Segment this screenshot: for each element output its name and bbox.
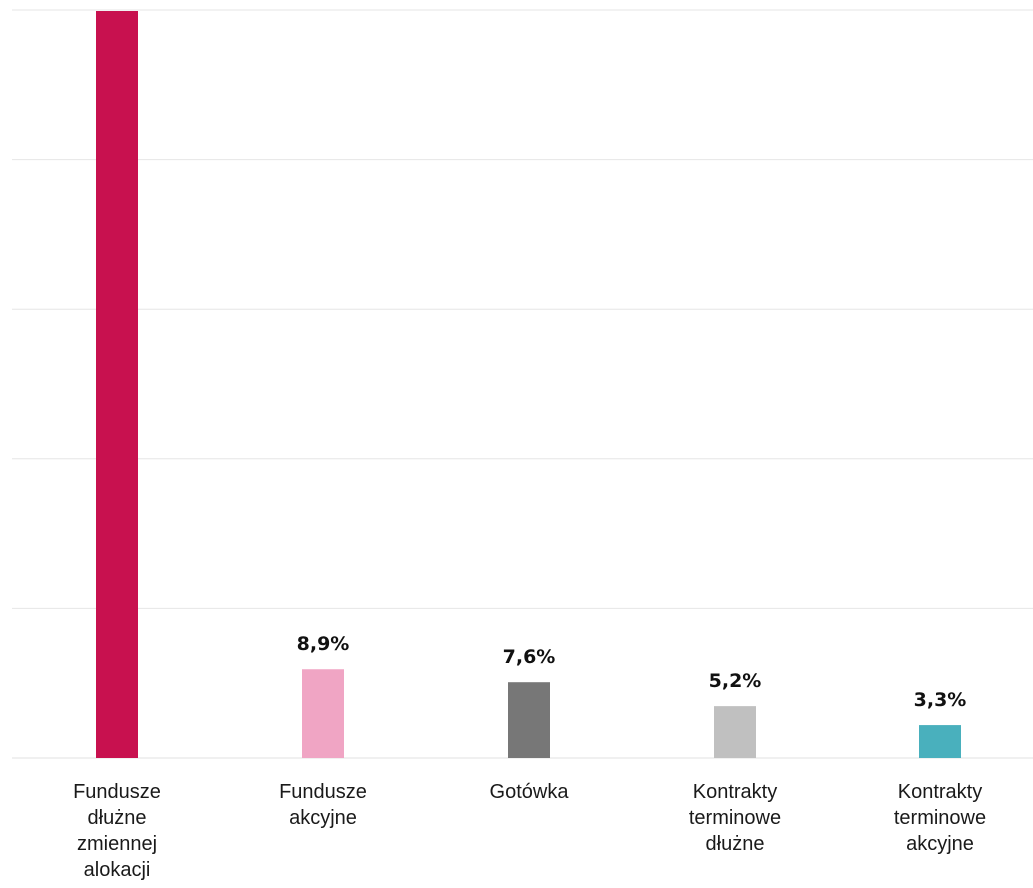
- x-tick-label: dłużne: [88, 807, 147, 829]
- x-tick-label: Kontrakty: [693, 781, 777, 803]
- gridlines: [12, 9, 1033, 759]
- bar: [919, 725, 961, 758]
- data-label: 8,9%: [297, 633, 350, 655]
- x-tick-label: dłużne: [706, 833, 765, 855]
- x-tick-label: akcyjne: [906, 833, 974, 855]
- x-tick-label: terminowe: [894, 807, 986, 829]
- x-tick-label: Fundusze: [279, 781, 367, 803]
- bars: [96, 10, 961, 759]
- data-label: 3,3%: [914, 689, 967, 711]
- x-tick-label: zmiennej: [77, 833, 157, 855]
- x-tick-label: terminowe: [689, 807, 781, 829]
- value-labels: 74,9%8,9%7,6%5,2%3,3%: [297, 633, 967, 711]
- x-tick-label: akcyjne: [289, 807, 357, 829]
- x-tick-label: alokacji: [84, 859, 151, 881]
- bar: [714, 706, 756, 758]
- x-tick-label: Fundusze: [73, 781, 161, 803]
- x-tick-label: Gotówka: [490, 781, 570, 803]
- bar: [96, 10, 138, 759]
- data-label: 5,2%: [709, 670, 762, 692]
- x-tick-label: Kontrakty: [898, 781, 982, 803]
- bar: [508, 682, 550, 758]
- category-labels: Fundusze dłużne zmiennej alokacji Fundusze ak…: [73, 781, 986, 881]
- bar: [302, 669, 344, 758]
- data-label: 7,6%: [503, 646, 556, 668]
